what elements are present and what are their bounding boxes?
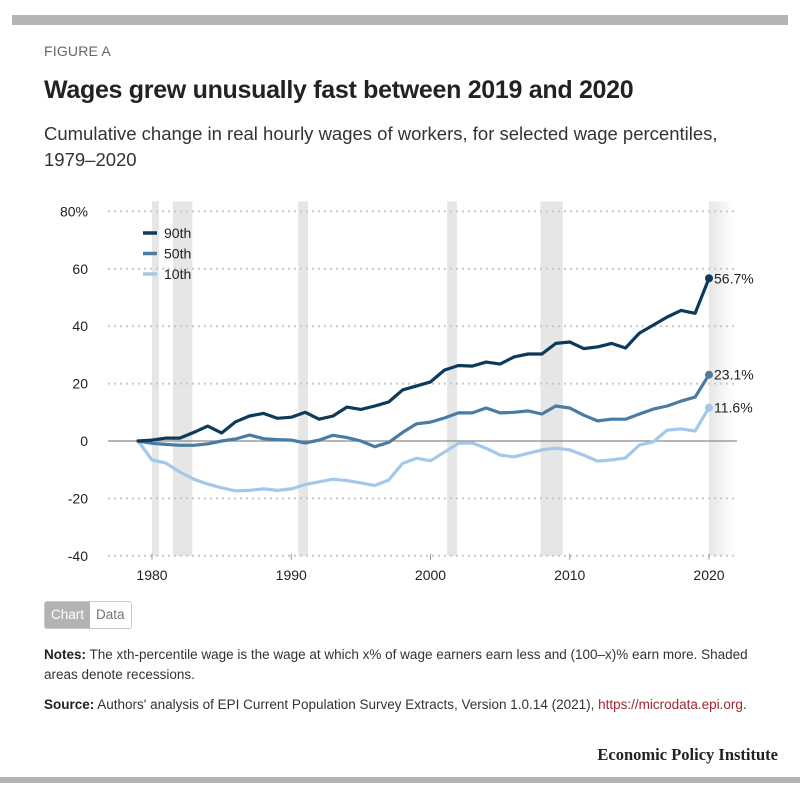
top-rule	[12, 15, 788, 25]
x-tick-label: 2020	[693, 567, 724, 583]
legend-label-50th: 50th	[164, 246, 191, 262]
y-tick-label: -20	[68, 490, 88, 506]
series-line-50th	[136, 373, 711, 449]
y-tick-label: 60	[72, 261, 88, 277]
recession-band	[540, 201, 563, 556]
y-axis: -40 -20 0 20 40 60 80%	[60, 203, 88, 563]
legend-label-10th: 10th	[164, 266, 191, 282]
legend: 90th 50th 10th	[143, 225, 191, 282]
source-trailing: .	[742, 697, 747, 712]
recession-band	[298, 201, 308, 556]
end-label-50th: 23.1%	[714, 367, 754, 383]
series-lines	[136, 274, 713, 493]
recession-band	[152, 201, 159, 556]
epi-logo: Economic Policy Institute	[597, 745, 778, 764]
notes-label: Notes:	[44, 647, 87, 662]
recession-band	[172, 201, 193, 556]
series-line-90th	[136, 276, 711, 443]
series-line-10th	[136, 406, 711, 493]
bottom-rule	[0, 777, 800, 783]
y-tick-label: 40	[72, 318, 88, 334]
y-tick-label: -40	[68, 548, 88, 564]
y-tick-label: 0	[80, 433, 88, 449]
source: Source: Authors' analysis of EPI Current…	[44, 695, 764, 715]
figure-label: FIGURE A	[44, 43, 111, 59]
chart-data-toggle[interactable]: Chart Data	[44, 601, 132, 629]
end-point-10th	[705, 403, 713, 412]
chart-subtitle: Cumulative change in real hourly wages o…	[44, 123, 718, 170]
chart-title: Wages grew unusually fast between 2019 a…	[44, 76, 634, 104]
legend-label-90th: 90th	[164, 225, 191, 241]
recession-bands	[152, 201, 735, 556]
line-chart: -40 -20 0 20 40 60 80% 1980 1990 2000 2010 2020 90…	[60, 201, 754, 583]
x-tick-label: 2000	[415, 567, 446, 583]
x-tick-label: 1990	[276, 567, 307, 583]
end-label-10th: 11.6%	[714, 400, 753, 416]
end-labels: 11.6% 23.1% 56.7%	[714, 270, 754, 415]
chart-tab[interactable]: Chart	[45, 602, 91, 628]
y-tick-label: 20	[72, 376, 88, 392]
end-point-50th	[705, 370, 713, 379]
source-text: Authors' analysis of EPI Current Populat…	[94, 697, 599, 712]
end-label-90th: 56.7%	[714, 270, 754, 286]
recession-band	[447, 201, 457, 556]
end-point-90th	[705, 274, 713, 283]
y-tick-label: 80%	[60, 203, 88, 219]
gridlines	[108, 210, 737, 557]
x-axis: 1980 1990 2000 2010 2020	[136, 553, 725, 583]
x-tick-label: 2010	[554, 567, 585, 583]
data-tab[interactable]: Data	[90, 602, 131, 628]
source-link[interactable]: https://microdata.epi.org	[598, 697, 743, 712]
recession-band	[709, 201, 735, 556]
source-label: Source:	[44, 697, 95, 712]
notes: Notes: The xth-percentile wage is the wa…	[44, 645, 764, 685]
notes-text: The xth-percentile wage is the wage at w…	[44, 647, 748, 682]
x-tick-label: 1980	[136, 567, 167, 583]
